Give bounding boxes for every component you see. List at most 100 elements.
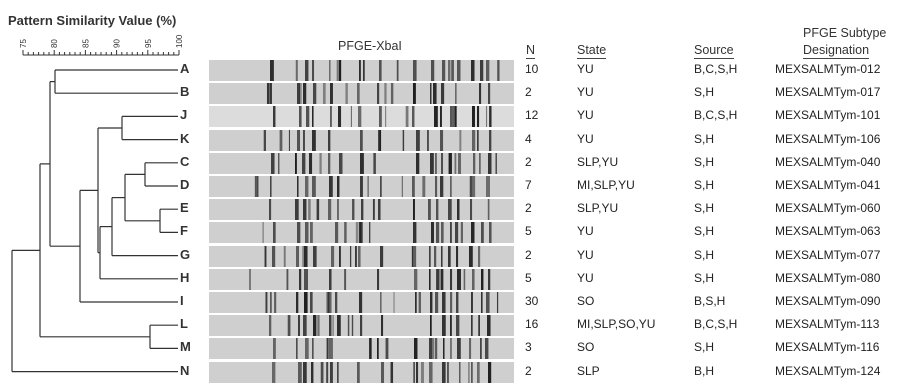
n-cell: 2 <box>525 154 532 169</box>
scale-tick-label: 90 <box>113 39 122 48</box>
isolate-label: A <box>180 61 190 76</box>
n-cell: 5 <box>525 224 532 239</box>
gel-lane <box>209 292 514 313</box>
isolate-row: B 2 YU S,H MEXSALMTym-017 <box>0 82 904 105</box>
isolate-label: C <box>180 153 190 169</box>
isolate-label: J <box>180 107 188 123</box>
designation-cell: MEXSALMTym-040 <box>775 154 881 169</box>
state-cell: SLP <box>577 363 600 378</box>
isolate-row: I 30 SO B,S,H MEXSALMTym-090 <box>0 291 904 313</box>
designation-cell: MEXSALMTym-063 <box>775 224 881 239</box>
source-cell: B,C,S,H <box>694 62 738 76</box>
state-header: State <box>577 43 607 59</box>
n-cell: 2 <box>525 363 532 378</box>
isolate-label: E <box>180 200 189 216</box>
gel-lane <box>209 338 514 360</box>
gel-lane <box>209 60 514 81</box>
state-cell: YU <box>577 247 594 262</box>
n-cell: 5 <box>525 270 532 285</box>
designation-cell: MEXSALMTym-041 <box>775 178 881 192</box>
scale-tick-label: 80 <box>50 39 59 48</box>
similarity-scale-title: Pattern Similarity Value (%) <box>8 13 177 28</box>
isolate-row: D 7 MI,SLP,YU S,H MEXSALMTym-041 <box>0 175 904 197</box>
n-cell: 7 <box>525 178 532 192</box>
isolate-row: K 4 YU S,H MEXSALMTym-106 <box>0 129 904 151</box>
state-cell: SO <box>577 294 595 308</box>
source-cell: B,C,S,H <box>694 317 738 332</box>
n-header: N <box>526 43 536 59</box>
source-cell: S,H <box>694 178 715 192</box>
scale-tick-labels: 75 80 85 90 95 100 <box>19 34 184 48</box>
n-cell: 2 <box>525 201 532 216</box>
designation-cell: MEXSALMTym-012 <box>775 62 881 76</box>
source-cell: S,H <box>694 131 715 146</box>
state-cell: SLP,YU <box>577 154 619 169</box>
isolate-row: L 16 MI,SLP,SO,YU B,C,S,H MEXSALMTym-113 <box>0 314 904 337</box>
scale-tick-label: 75 <box>19 39 28 48</box>
similarity-scale <box>22 50 180 56</box>
isolate-row: G 2 YU S,H MEXSALMTym-077 <box>0 245 904 267</box>
state-cell: MI,SLP,YU <box>577 178 635 192</box>
designation-cell: MEXSALMTym-017 <box>775 85 881 100</box>
isolate-label: N <box>180 362 190 378</box>
state-cell: SLP,YU <box>577 201 619 216</box>
isolate-row: F 5 YU S,H MEXSALMTym-063 <box>0 221 904 244</box>
isolate-row: H 5 YU S,H MEXSALMTym-080 <box>0 268 904 290</box>
gel-lane <box>209 83 514 105</box>
n-cell: 30 <box>525 294 539 308</box>
source-cell: S,H <box>694 224 715 239</box>
source-cell: S,H <box>694 270 715 285</box>
n-cell: 4 <box>525 131 532 146</box>
gel-lane <box>209 199 514 221</box>
designation-cell: MEXSALMTym-113 <box>775 317 880 332</box>
designation-header-line2: Designation <box>803 43 870 59</box>
n-cell: 2 <box>525 85 532 100</box>
n-cell: 16 <box>525 317 539 332</box>
isolate-label: B <box>180 84 190 100</box>
state-cell: YU <box>577 108 594 123</box>
isolate-row: M 3 SO S,H MEXSALMTym-116 <box>0 337 904 360</box>
designation-cell: MEXSALMTym-106 <box>775 131 881 146</box>
source-cell: S,H <box>694 201 715 216</box>
isolate-label: G <box>180 246 191 262</box>
designation-cell: MEXSALMTym-060 <box>775 201 881 216</box>
gel-lane <box>209 129 514 151</box>
gel-lane <box>209 106 514 128</box>
isolate-label: I <box>180 293 184 308</box>
source-cell: S,H <box>694 340 715 355</box>
gel-lane <box>209 268 514 290</box>
designation-cell: MEXSALMTym-101 <box>775 108 881 123</box>
gel-lane <box>209 245 514 267</box>
isolate-label: K <box>180 130 190 146</box>
designation-header-line1: PFGE Subtype <box>803 26 887 40</box>
designation-cell: MEXSALMTym-077 <box>775 247 881 262</box>
n-cell: 12 <box>525 108 539 123</box>
isolate-label: M <box>180 339 191 355</box>
designation-cell: MEXSALMTym-124 <box>775 363 881 378</box>
scale-tick-label: 95 <box>144 39 153 48</box>
scale-tick-label: 100 <box>175 34 184 48</box>
gel-header: PFGE-XbaI <box>338 39 402 53</box>
state-cell: MI,SLP,SO,YU <box>577 317 656 332</box>
state-cell: YU <box>577 85 594 100</box>
source-cell: S,H <box>694 85 715 100</box>
gel-lane <box>209 361 514 383</box>
designation-cell: MEXSALMTym-080 <box>775 270 881 285</box>
isolate-label: D <box>180 177 190 192</box>
isolate-label: H <box>180 269 190 285</box>
gel-lane <box>209 222 514 244</box>
isolate-row: A 10 YU B,C,S,H MEXSALMTym-012 <box>0 59 904 81</box>
source-cell: S,H <box>694 247 715 262</box>
source-cell: B,C,S,H <box>694 108 738 123</box>
isolate-label: L <box>180 316 188 332</box>
designation-cell: MEXSALMTym-090 <box>775 294 881 308</box>
n-cell: 2 <box>525 247 532 262</box>
dendrogram-branches <box>11 69 178 373</box>
gel-lane <box>209 176 514 197</box>
isolate-row: E 2 SLP,YU S,H MEXSALMTym-060 <box>0 198 904 221</box>
gel-lane <box>209 315 514 337</box>
isolate-label: F <box>180 223 188 239</box>
n-cell: 10 <box>525 62 539 76</box>
dendrogram: 75 80 85 90 95 100 <box>11 34 184 373</box>
isolate-row: C 2 SLP,YU S,H MEXSALMTym-040 <box>0 152 904 174</box>
